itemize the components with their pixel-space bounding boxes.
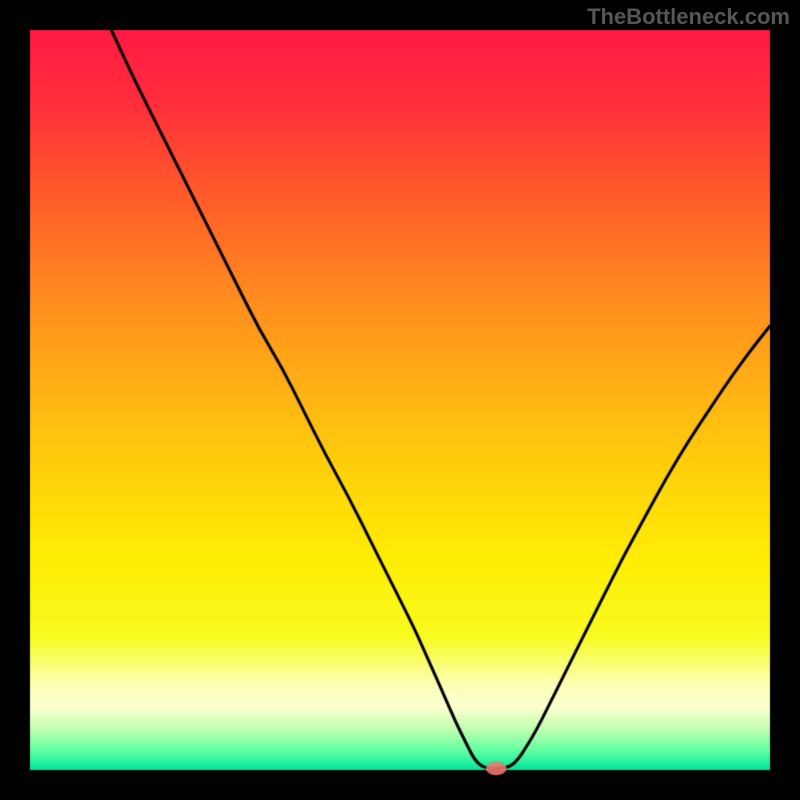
bottleneck-chart-canvas: [0, 0, 800, 800]
chart-container: TheBottleneck.com: [0, 0, 800, 800]
